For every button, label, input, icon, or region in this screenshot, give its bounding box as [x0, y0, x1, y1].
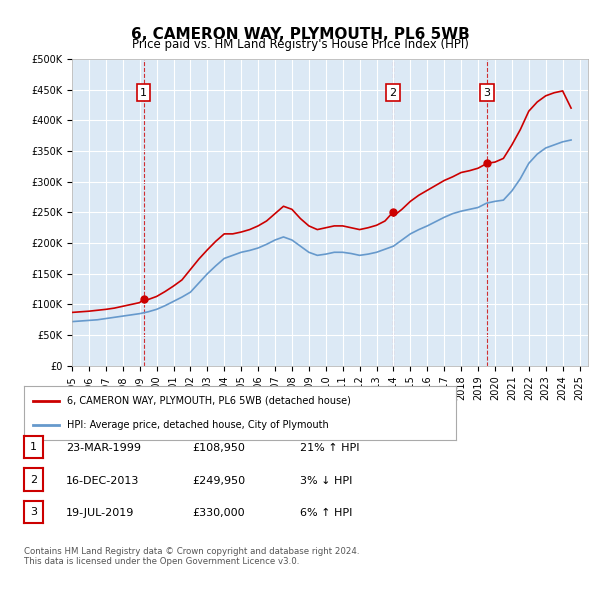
Text: 6, CAMERON WAY, PLYMOUTH, PL6 5WB: 6, CAMERON WAY, PLYMOUTH, PL6 5WB	[131, 27, 469, 41]
Text: 21% ↑ HPI: 21% ↑ HPI	[300, 444, 359, 453]
Text: Contains HM Land Registry data © Crown copyright and database right 2024.
This d: Contains HM Land Registry data © Crown c…	[24, 547, 359, 566]
Text: 3: 3	[484, 88, 491, 98]
Text: Price paid vs. HM Land Registry's House Price Index (HPI): Price paid vs. HM Land Registry's House …	[131, 38, 469, 51]
Text: 1: 1	[140, 88, 147, 98]
Text: £330,000: £330,000	[192, 509, 245, 518]
Text: 2: 2	[30, 475, 37, 484]
Text: 3% ↓ HPI: 3% ↓ HPI	[300, 476, 352, 486]
Text: 1: 1	[30, 442, 37, 452]
Text: 19-JUL-2019: 19-JUL-2019	[66, 509, 134, 518]
Text: 6% ↑ HPI: 6% ↑ HPI	[300, 509, 352, 518]
Text: 6, CAMERON WAY, PLYMOUTH, PL6 5WB (detached house): 6, CAMERON WAY, PLYMOUTH, PL6 5WB (detac…	[67, 396, 351, 406]
Text: 16-DEC-2013: 16-DEC-2013	[66, 476, 139, 486]
Text: £108,950: £108,950	[192, 444, 245, 453]
Point	[482, 159, 492, 168]
Text: 3: 3	[30, 507, 37, 517]
Text: 23-MAR-1999: 23-MAR-1999	[66, 444, 141, 453]
Text: £249,950: £249,950	[192, 476, 245, 486]
Text: 2: 2	[389, 88, 397, 98]
Text: HPI: Average price, detached house, City of Plymouth: HPI: Average price, detached house, City…	[67, 420, 329, 430]
Point	[388, 208, 398, 217]
Point	[139, 294, 148, 304]
